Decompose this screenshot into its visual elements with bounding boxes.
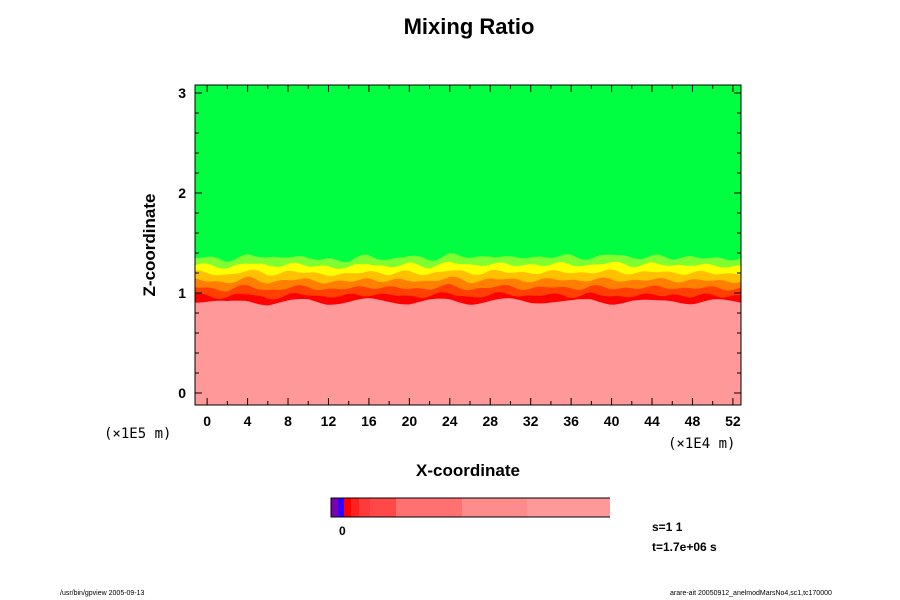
status-s: s=1 1	[652, 520, 683, 534]
x-axis-label: X-coordinate	[416, 461, 520, 480]
y-tick-label: 3	[178, 85, 186, 101]
x-tick-label: 40	[604, 413, 620, 429]
x-tick-label: 32	[523, 413, 539, 429]
colorbar-label: 0	[339, 524, 346, 538]
x-tick-label: 52	[725, 413, 741, 429]
chart-title: Mixing Ratio	[403, 14, 535, 39]
y-tick-label: 1	[178, 285, 186, 301]
x-tick-label: 20	[402, 413, 418, 429]
x-tick-label: 16	[361, 413, 377, 429]
y-tick-label: 0	[178, 385, 186, 401]
colorbar-swatch	[396, 498, 462, 517]
colorbar-swatch	[338, 498, 344, 517]
x-scale-label: (×1E4 m)	[668, 436, 736, 452]
mixing-ratio-field	[195, 85, 741, 405]
plot-frame	[194, 84, 742, 406]
footer-right: arare-ait 20050912_anelmodMarsNo4,sc1,tc…	[670, 590, 832, 597]
colorbar	[330, 497, 610, 518]
colorbar-swatch	[527, 498, 610, 517]
colorbar-swatch	[331, 498, 338, 517]
y-tick-label: 2	[178, 185, 186, 201]
x-tick-label: 12	[321, 413, 337, 429]
x-tick-label: 8	[284, 413, 292, 429]
x-tick-label: 36	[563, 413, 579, 429]
x-tick-label: 44	[644, 413, 660, 429]
footer-left: /usr/bin/gpview 2005-09-13	[60, 590, 145, 597]
colorbar-frame	[330, 497, 610, 518]
colorbar-swatch	[370, 498, 396, 517]
colorbar-swatch	[462, 498, 527, 517]
x-tick-label: 0	[203, 413, 211, 429]
colorbar-swatch	[344, 498, 351, 517]
lower-layer	[195, 298, 741, 405]
x-tick-label: 4	[244, 413, 252, 429]
status-t: t=1.7e+06 s	[652, 540, 717, 554]
x-tick-label: 28	[482, 413, 498, 429]
colorbar-swatch	[351, 498, 359, 517]
x-tick-label: 24	[442, 413, 458, 429]
x-tick-label: 48	[685, 413, 701, 429]
y-scale-label: (×1E5 m)	[104, 426, 172, 442]
colorbar-swatch	[359, 498, 370, 517]
